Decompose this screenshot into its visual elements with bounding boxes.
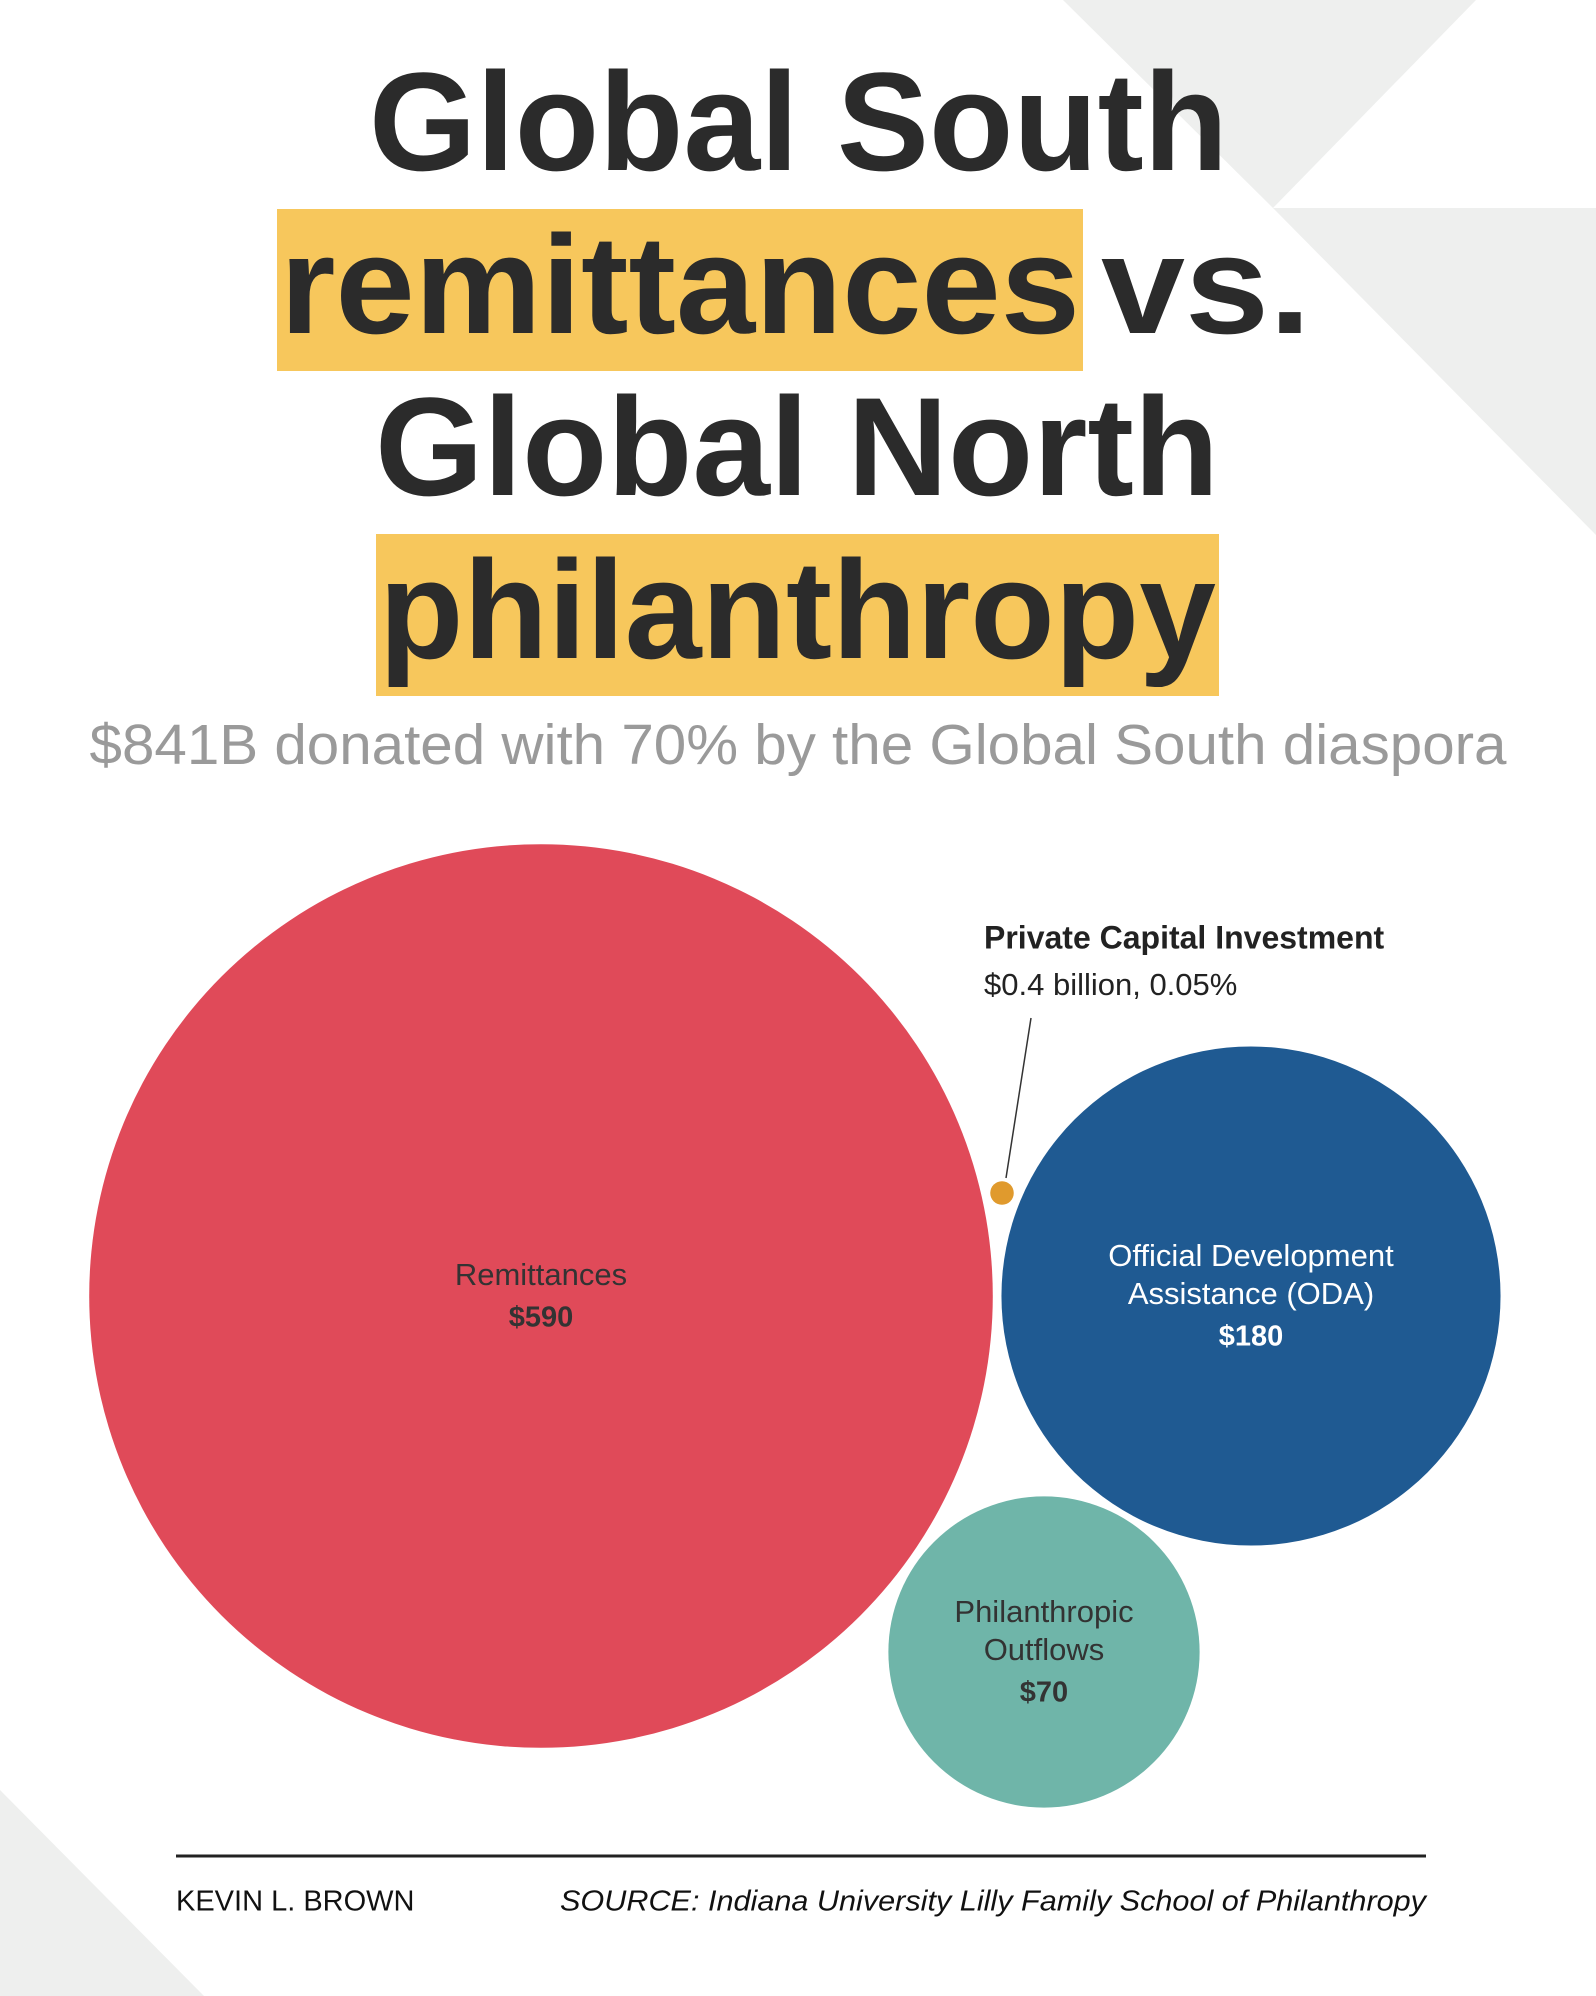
bubble-label: Philanthropic (954, 1594, 1133, 1629)
bubble (89, 844, 993, 1748)
bubble-label: Official Development (1108, 1238, 1394, 1273)
title: philanthropy (379, 531, 1216, 688)
title: Global South (369, 43, 1228, 200)
annotation-value: $0.4 billion, 0.05% (984, 967, 1237, 1002)
title: remittances (280, 206, 1080, 363)
bubble (990, 1181, 1014, 1205)
source: SOURCE: Indiana University Lilly Family … (560, 1886, 1428, 1918)
title: vs. (1101, 206, 1311, 363)
bubble-label: Remittances (455, 1257, 627, 1292)
title-highlight (376, 534, 1219, 696)
author: KEVIN L. BROWN (176, 1886, 415, 1918)
title-highlight (277, 209, 1083, 371)
value-label: $180 (1219, 1321, 1284, 1353)
background-shape (1063, 0, 1476, 208)
leader-line (1005, 1017, 1032, 1179)
annotation-label: Private Capital Investment (984, 919, 1384, 955)
bubble-label: Assistance (ODA) (1128, 1276, 1374, 1311)
bubble-label: Outflows (984, 1632, 1105, 1667)
value-label: $70 (1020, 1677, 1068, 1709)
subtitle: $841B donated with 70% by the Global Sou… (90, 713, 1507, 777)
background-shape (1273, 208, 1596, 535)
bubble (888, 1496, 1200, 1808)
bubble (1001, 1046, 1501, 1546)
background-shape (0, 1790, 204, 1996)
title: Global North (375, 368, 1219, 525)
value-label: $590 (509, 1302, 574, 1334)
